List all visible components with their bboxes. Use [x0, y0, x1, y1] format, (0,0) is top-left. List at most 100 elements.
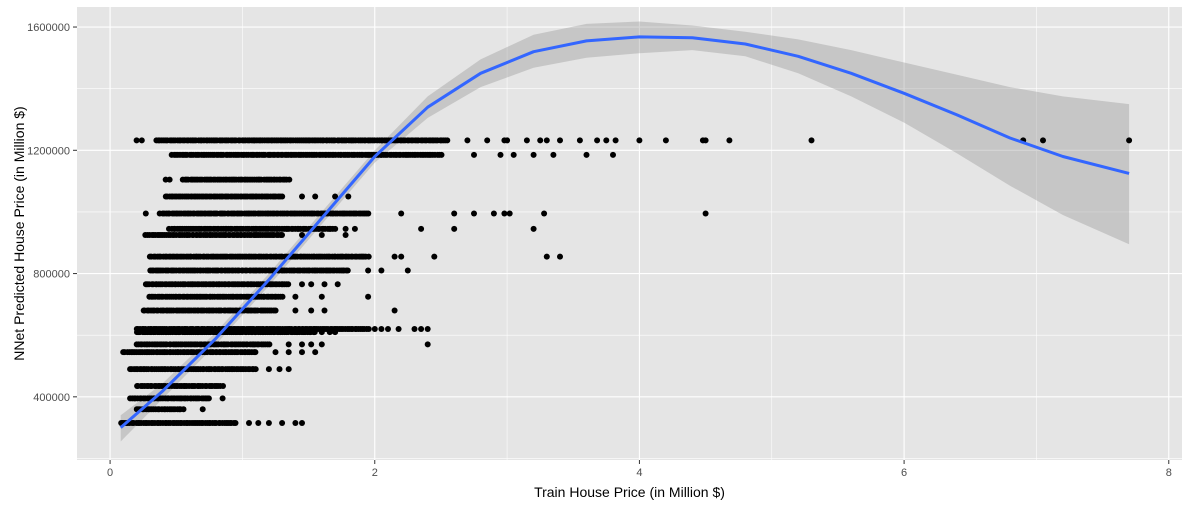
- data-point: [318, 293, 325, 300]
- data-point: [378, 267, 385, 274]
- data-point: [557, 137, 563, 144]
- data-point: [490, 210, 497, 217]
- data-point: [180, 406, 187, 413]
- data-point: [312, 349, 319, 356]
- data-point: [603, 137, 610, 144]
- x-axis-title: Train House Price (in Million $): [534, 484, 725, 500]
- data-point: [451, 225, 458, 232]
- data-point: [321, 307, 328, 314]
- x-tick-label: 0: [107, 467, 113, 479]
- y-tick-label: 1600000: [27, 22, 70, 34]
- data-point: [279, 232, 285, 238]
- data-point: [530, 225, 537, 232]
- data-point: [398, 210, 405, 217]
- data-point: [133, 137, 140, 144]
- data-point: [326, 329, 333, 336]
- data-point: [299, 193, 305, 200]
- data-point: [199, 406, 206, 413]
- data-point: [506, 210, 513, 217]
- data-point: [166, 176, 173, 183]
- data-point: [510, 151, 517, 158]
- data-point: [279, 293, 286, 300]
- data-point: [391, 253, 398, 260]
- data-point: [530, 151, 537, 158]
- data-point: [451, 210, 458, 217]
- data-point: [232, 420, 239, 426]
- data-point: [365, 210, 372, 217]
- data-point: [365, 326, 372, 332]
- data-point: [266, 341, 273, 348]
- data-point: [702, 137, 709, 144]
- data-point: [285, 349, 292, 356]
- y-tick-label: 400000: [33, 392, 70, 404]
- data-point: [276, 366, 283, 373]
- data-point: [504, 137, 511, 144]
- data-point: [308, 281, 315, 288]
- data-point: [299, 349, 305, 356]
- data-point: [404, 267, 411, 274]
- data-point: [594, 137, 601, 144]
- data-point: [351, 225, 358, 232]
- data-point: [318, 232, 325, 238]
- data-point: [265, 366, 272, 373]
- data-point: [371, 326, 378, 332]
- data-point: [345, 193, 352, 200]
- data-point: [543, 137, 550, 144]
- data-point: [537, 137, 544, 144]
- data-point: [318, 329, 325, 336]
- data-point: [557, 253, 563, 260]
- smooth-trend-line: [119, 35, 1130, 429]
- data-point: [292, 307, 299, 314]
- data-point: [308, 307, 315, 314]
- data-point: [286, 176, 293, 183]
- data-point: [279, 193, 286, 200]
- data-point: [252, 366, 259, 373]
- data-point: [292, 420, 299, 426]
- data-point: [220, 383, 226, 389]
- data-point: [365, 253, 372, 260]
- data-point: [219, 395, 226, 402]
- data-point: [342, 225, 349, 232]
- x-tick-label: 8: [1166, 467, 1172, 479]
- data-point: [308, 341, 315, 348]
- data-point: [332, 193, 339, 200]
- data-point: [471, 151, 477, 158]
- data-point: [610, 151, 616, 158]
- data-point: [497, 151, 504, 158]
- data-point: [334, 281, 341, 288]
- data-point: [418, 225, 425, 232]
- data-point: [332, 329, 339, 336]
- y-axis-title: NNet Predicted House Price (in Million $…: [11, 106, 27, 360]
- data-point: [424, 341, 431, 348]
- data-point: [142, 210, 149, 217]
- data-point: [550, 151, 557, 158]
- data-point: [726, 137, 733, 144]
- x-tick-label: 6: [901, 467, 907, 479]
- data-point: [332, 225, 339, 232]
- data-point: [501, 210, 508, 217]
- data-point: [344, 267, 351, 274]
- data-point: [378, 326, 385, 332]
- data-point: [543, 253, 550, 260]
- data-point: [1126, 137, 1133, 144]
- data-point: [808, 137, 815, 144]
- data-point: [312, 193, 319, 200]
- data-point: [1040, 137, 1046, 144]
- data-point: [424, 326, 431, 332]
- data-point: [365, 267, 372, 274]
- data-point: [484, 137, 491, 144]
- grid-minor: [77, 7, 1182, 460]
- data-point: [418, 326, 425, 332]
- data-point: [292, 293, 299, 300]
- data-point: [285, 341, 292, 348]
- data-point: [444, 137, 451, 144]
- grid-major: [77, 7, 1182, 460]
- data-point: [299, 420, 305, 426]
- data-point: [391, 307, 398, 314]
- data-point: [662, 137, 669, 144]
- data-point: [541, 210, 548, 217]
- data-point: [471, 210, 477, 217]
- data-point: [365, 293, 372, 300]
- data-point: [398, 253, 405, 260]
